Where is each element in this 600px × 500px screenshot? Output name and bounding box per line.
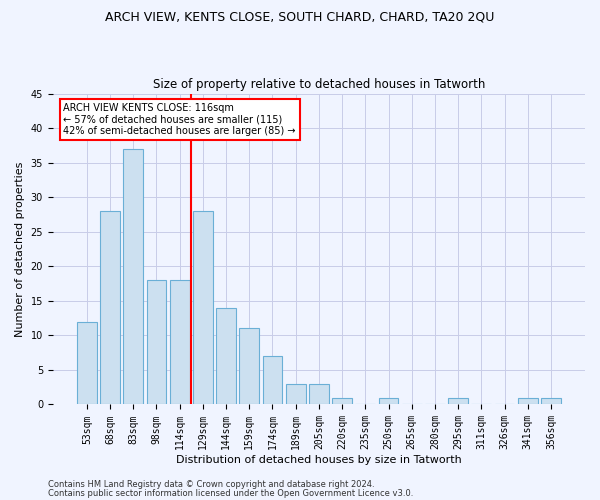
Bar <box>332 398 352 404</box>
Bar <box>518 398 538 404</box>
Bar <box>170 280 190 404</box>
Text: Contains public sector information licensed under the Open Government Licence v3: Contains public sector information licen… <box>48 488 413 498</box>
Bar <box>146 280 166 404</box>
Bar <box>448 398 468 404</box>
Bar <box>100 211 120 404</box>
Bar <box>286 384 305 404</box>
Text: Contains HM Land Registry data © Crown copyright and database right 2024.: Contains HM Land Registry data © Crown c… <box>48 480 374 489</box>
Text: ARCH VIEW, KENTS CLOSE, SOUTH CHARD, CHARD, TA20 2QU: ARCH VIEW, KENTS CLOSE, SOUTH CHARD, CHA… <box>106 10 494 23</box>
Text: ARCH VIEW KENTS CLOSE: 116sqm
← 57% of detached houses are smaller (115)
42% of : ARCH VIEW KENTS CLOSE: 116sqm ← 57% of d… <box>64 103 296 136</box>
Bar <box>541 398 561 404</box>
Bar <box>77 322 97 404</box>
Y-axis label: Number of detached properties: Number of detached properties <box>15 162 25 336</box>
Bar <box>239 328 259 404</box>
Title: Size of property relative to detached houses in Tatworth: Size of property relative to detached ho… <box>153 78 485 91</box>
Bar <box>263 356 283 405</box>
Bar <box>124 149 143 405</box>
Bar <box>216 308 236 404</box>
X-axis label: Distribution of detached houses by size in Tatworth: Distribution of detached houses by size … <box>176 455 462 465</box>
Bar <box>309 384 329 404</box>
Bar <box>193 211 213 404</box>
Bar <box>379 398 398 404</box>
